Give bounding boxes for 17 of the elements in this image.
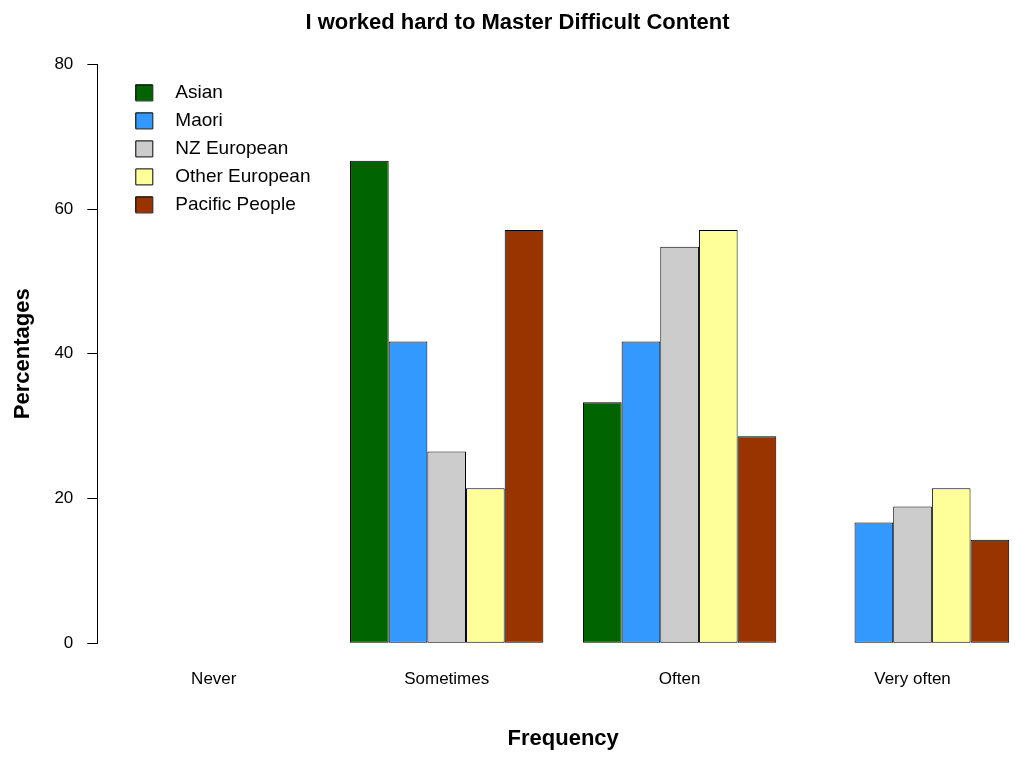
- x-tick-label: Often: [658, 669, 701, 689]
- chart-title: I worked hard to Master Difficult Content: [305, 9, 731, 35]
- legend-label: NZ European: [175, 136, 289, 158]
- y-tick-label: 60: [54, 198, 74, 218]
- x-tick-label: Very often: [874, 669, 951, 689]
- y-tick-label: 80: [54, 54, 74, 74]
- y-tick-label: 20: [54, 488, 74, 508]
- x-tick-label: Sometimes: [404, 669, 490, 689]
- legend-label: Maori: [175, 108, 223, 130]
- legend-label: Other European: [175, 164, 311, 186]
- x-tick-label: Never: [191, 669, 237, 689]
- x-axis-title: Frequency: [507, 724, 620, 750]
- y-tick-label: 40: [54, 343, 74, 363]
- legend-label: Pacific People: [175, 192, 296, 214]
- y-tick-label: 0: [63, 632, 74, 652]
- legend-label: Asian: [175, 80, 223, 102]
- y-axis-title: Percentages: [9, 288, 35, 420]
